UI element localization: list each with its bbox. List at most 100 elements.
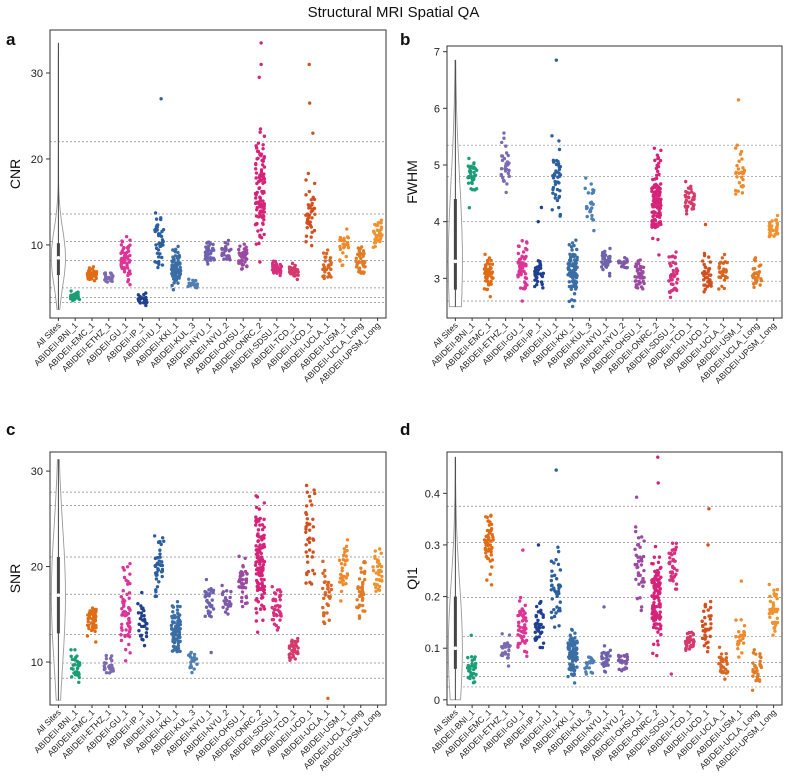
data-point bbox=[572, 672, 577, 677]
data-point bbox=[354, 265, 359, 269]
data-point bbox=[724, 651, 728, 656]
data-point bbox=[519, 257, 523, 261]
data-point bbox=[489, 539, 493, 543]
data-point bbox=[754, 278, 758, 282]
data-point bbox=[304, 483, 309, 488]
data-point bbox=[552, 614, 557, 619]
data-point bbox=[523, 641, 527, 645]
data-point bbox=[767, 611, 772, 616]
data-point bbox=[520, 254, 524, 259]
data-point bbox=[617, 667, 621, 672]
data-point bbox=[534, 625, 538, 629]
data-point bbox=[553, 173, 557, 178]
data-point bbox=[228, 602, 233, 607]
data-point bbox=[278, 266, 283, 270]
data-point bbox=[322, 274, 326, 278]
series-ABIDEII-KUL_3 bbox=[583, 655, 596, 676]
data-point bbox=[153, 594, 157, 599]
data-point bbox=[667, 255, 671, 259]
data-point bbox=[176, 616, 181, 620]
data-point bbox=[323, 270, 327, 274]
data-point bbox=[255, 611, 259, 615]
data-point bbox=[305, 225, 309, 230]
data-point bbox=[673, 261, 678, 266]
data-point bbox=[516, 641, 521, 646]
data-point bbox=[557, 139, 561, 143]
data-point bbox=[307, 528, 312, 532]
data-point bbox=[652, 555, 657, 559]
plot-frame bbox=[446, 451, 783, 706]
data-point bbox=[552, 607, 556, 612]
data-point bbox=[708, 281, 713, 285]
data-point bbox=[523, 603, 527, 608]
data-point bbox=[474, 187, 479, 191]
data-point bbox=[119, 243, 124, 247]
data-point bbox=[328, 256, 333, 260]
data-point bbox=[550, 583, 554, 587]
data-point bbox=[634, 577, 638, 582]
series-ABIDEII-TCD_1 bbox=[287, 261, 300, 282]
data-point bbox=[254, 548, 259, 552]
series-ABIDEII-IU_1 bbox=[549, 468, 563, 629]
data-point bbox=[768, 615, 772, 619]
data-point bbox=[654, 222, 658, 226]
data-point bbox=[323, 568, 327, 573]
data-point bbox=[142, 643, 147, 648]
data-point-outlier bbox=[669, 672, 674, 676]
data-point bbox=[175, 604, 180, 609]
data-point bbox=[120, 622, 124, 627]
data-point bbox=[243, 556, 247, 560]
data-point bbox=[74, 294, 79, 298]
data-point bbox=[192, 667, 196, 671]
data-point bbox=[306, 171, 311, 176]
data-point bbox=[739, 149, 744, 154]
data-point bbox=[363, 609, 367, 613]
data-point bbox=[483, 268, 488, 273]
data-point bbox=[557, 167, 562, 172]
data-point bbox=[305, 219, 310, 224]
data-point bbox=[327, 618, 331, 622]
data-point bbox=[558, 600, 562, 604]
data-point bbox=[239, 581, 244, 585]
data-point bbox=[375, 583, 379, 587]
data-point bbox=[161, 227, 166, 232]
data-point bbox=[504, 151, 509, 155]
data-point bbox=[735, 143, 739, 147]
data-point bbox=[505, 182, 509, 186]
data-point bbox=[379, 218, 384, 222]
data-point bbox=[674, 287, 678, 291]
data-point bbox=[307, 540, 312, 545]
series-ABIDEII-UPSM_Long bbox=[767, 213, 780, 239]
data-point bbox=[255, 205, 260, 210]
data-point bbox=[178, 635, 182, 639]
data-point bbox=[119, 265, 124, 269]
data-point bbox=[556, 589, 561, 594]
data-point-outlier bbox=[307, 101, 312, 105]
y-tick-label: 0 bbox=[434, 695, 440, 707]
data-point bbox=[256, 229, 260, 233]
data-point bbox=[568, 252, 572, 257]
data-point bbox=[756, 672, 760, 676]
y-tick-label: 5 bbox=[434, 160, 440, 172]
data-point bbox=[290, 641, 294, 646]
data-point bbox=[537, 635, 541, 639]
data-point bbox=[737, 630, 741, 634]
data-point bbox=[87, 626, 91, 631]
data-point bbox=[557, 205, 561, 210]
data-point bbox=[156, 255, 161, 259]
data-point bbox=[705, 628, 709, 632]
data-point bbox=[255, 584, 259, 589]
data-point bbox=[651, 177, 655, 182]
data-point bbox=[119, 259, 123, 263]
series-ABIDEII-KKI_1 bbox=[169, 600, 183, 654]
data-point bbox=[522, 614, 526, 619]
data-point bbox=[490, 276, 495, 280]
data-point bbox=[209, 614, 213, 619]
data-point bbox=[85, 634, 90, 638]
data-point bbox=[771, 606, 775, 610]
series-ABIDEII-SDSU_1 bbox=[270, 259, 284, 278]
data-point bbox=[541, 286, 545, 290]
data-point bbox=[311, 537, 315, 541]
data-point bbox=[490, 262, 495, 266]
data-point bbox=[203, 614, 207, 618]
